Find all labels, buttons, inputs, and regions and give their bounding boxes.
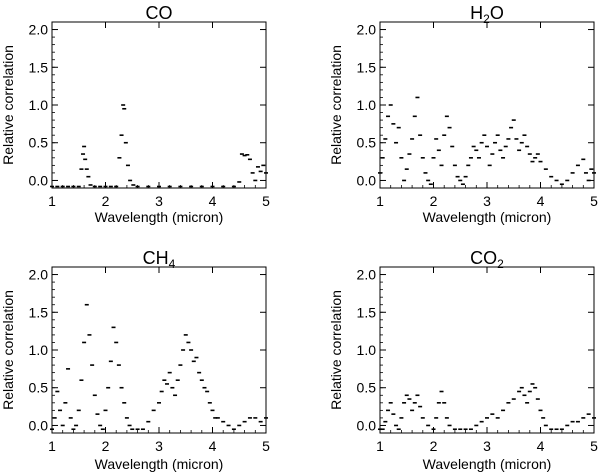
- y-axis-label: Relative correlation: [328, 45, 344, 165]
- y-tick-label: 1.0: [357, 342, 377, 358]
- y-tick-label: 1.0: [29, 97, 49, 113]
- x-tick-label: 2: [430, 438, 438, 454]
- x-axis-label: Wavelength (micron): [423, 209, 552, 225]
- x-tick-label: 2: [430, 193, 438, 209]
- y-axis-label: Relative correlation: [0, 290, 16, 410]
- y-tick-label: 2.0: [29, 267, 49, 283]
- panel-title-h2o: H2O: [470, 3, 504, 26]
- x-tick-label: 1: [48, 193, 56, 209]
- x-tick-label: 3: [155, 438, 163, 454]
- data-marks: [378, 96, 596, 186]
- data-marks: [50, 303, 268, 431]
- x-tick-label: 3: [483, 438, 491, 454]
- axis-ticks: 1 2 3 4 5 0.0 0.5 1.0 1.5 2.0: [29, 267, 271, 454]
- x-tick-label: 5: [590, 193, 598, 209]
- x-tick-label: 1: [376, 193, 384, 209]
- x-axis-label: Wavelength (micron): [95, 209, 224, 225]
- plot-frame: [379, 21, 595, 189]
- plot-frame: [379, 266, 595, 434]
- x-tick-label: 2: [102, 438, 110, 454]
- y-tick-label: 1.5: [357, 304, 377, 320]
- y-tick-label: 1.0: [29, 342, 49, 358]
- panel-title-co: CO: [146, 3, 173, 23]
- x-tick-label: 4: [209, 193, 217, 209]
- panel-title-ch4: CH4: [143, 248, 176, 271]
- x-tick-label: 1: [376, 438, 384, 454]
- y-tick-label: 0.0: [357, 417, 377, 433]
- y-tick-label: 1.0: [357, 97, 377, 113]
- x-tick-label: 3: [483, 193, 491, 209]
- y-tick-label: 2.0: [29, 22, 49, 38]
- x-tick-label: 1: [48, 438, 56, 454]
- y-tick-label: 0.0: [29, 417, 49, 433]
- panel-co2: CO2 1 2 3 4 5 0.0 0.5 1.0 1.5 2.0 Wavelength (mic…: [328, 248, 598, 472]
- data-marks: [378, 383, 596, 431]
- x-tick-label: 4: [209, 438, 217, 454]
- x-tick-label: 5: [590, 438, 598, 454]
- y-tick-label: 0.5: [29, 380, 49, 396]
- y-tick-label: 0.5: [29, 135, 49, 151]
- x-axis-label: Wavelength (micron): [95, 456, 224, 472]
- x-tick-label: 5: [262, 193, 270, 209]
- panel-co: CO 1 2 3 4 5 0.0 0.5 1.0 1.5 2.0 Wavelength (micr…: [0, 3, 270, 225]
- y-tick-label: 0.5: [357, 135, 377, 151]
- x-tick-label: 2: [102, 193, 110, 209]
- axis-ticks: 1 2 3 4 5 0.0 0.5 1.0 1.5 2.0: [357, 267, 599, 454]
- panel-h2o: H2O 1 2 3 4 5 0.0 0.5 1.0 1.5 2.0 Wavelength (mic…: [328, 3, 598, 225]
- y-tick-label: 1.5: [29, 59, 49, 75]
- x-axis-label: Wavelength (micron): [423, 456, 552, 472]
- y-tick-label: 1.5: [357, 59, 377, 75]
- axis-ticks: 1 2 3 4 5 0.0 0.5 1.0 1.5 2.0: [357, 22, 599, 209]
- axis-ticks: 1 2 3 4 5 0.0 0.5 1.0 1.5 2.0: [29, 22, 271, 209]
- y-tick-label: 0.5: [357, 380, 377, 396]
- y-tick-label: 0.0: [357, 172, 377, 188]
- x-tick-label: 4: [537, 438, 545, 454]
- panel-title-co2: CO2: [470, 248, 504, 271]
- y-axis-label: Relative correlation: [328, 290, 344, 410]
- x-tick-label: 3: [155, 193, 163, 209]
- x-tick-label: 4: [537, 193, 545, 209]
- y-tick-label: 2.0: [357, 267, 377, 283]
- y-tick-label: 2.0: [357, 22, 377, 38]
- plot-frame: [51, 266, 267, 434]
- x-tick-label: 5: [262, 438, 270, 454]
- y-tick-label: 0.0: [29, 172, 49, 188]
- y-axis-label: Relative correlation: [0, 45, 16, 165]
- y-tick-label: 1.5: [29, 304, 49, 320]
- plot-frame: [51, 21, 267, 189]
- data-marks: [50, 104, 268, 188]
- panel-ch4: CH4 1 2 3 4 5 0.0 0.5 1.0 1.5 2.0 Wavelength (mic…: [0, 248, 270, 472]
